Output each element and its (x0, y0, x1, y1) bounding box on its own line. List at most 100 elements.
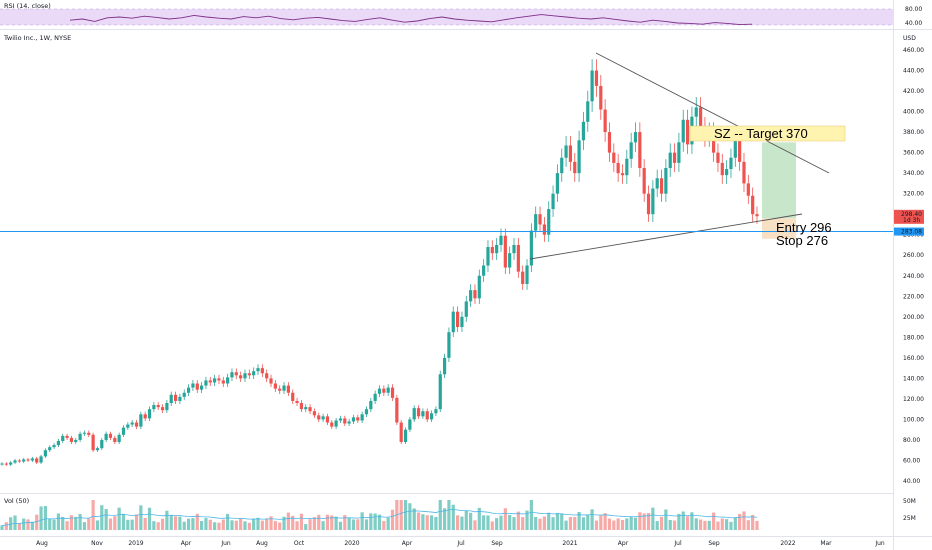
volume-bar (412, 508, 416, 530)
rsi-panel: RSI (14, close) 80.00 40.00 (0, 2, 922, 27)
candle-body (538, 214, 542, 225)
volume-bar (360, 512, 364, 530)
volume-bar (525, 510, 529, 530)
candle-body (672, 152, 677, 163)
candle-body (338, 418, 343, 421)
candle-body (260, 368, 264, 374)
volume-bar (265, 518, 269, 530)
lower-trendline (529, 213, 803, 260)
y-tick-label: 220.00 (903, 293, 924, 300)
volume-bar (213, 522, 217, 530)
volume-bar (620, 520, 625, 530)
candle-body (312, 411, 317, 416)
candle-body (269, 378, 273, 384)
candle-body (160, 407, 165, 411)
volume-label: Vol (50) (4, 497, 29, 505)
volume-bar (286, 512, 290, 530)
volume-bar (30, 521, 34, 530)
candle-body (360, 414, 364, 421)
candle-body (725, 169, 729, 176)
volume-bar (308, 519, 312, 530)
volume-bar (429, 515, 434, 530)
candle-body (612, 152, 616, 163)
volume-bar (703, 520, 707, 530)
y-tick-label: 240.00 (903, 273, 924, 280)
volume-bar (269, 516, 273, 530)
candle-body (265, 373, 269, 379)
candle-body (22, 459, 26, 462)
candle-body (386, 387, 390, 393)
candle-body (438, 374, 442, 410)
volume-bar (560, 513, 564, 530)
x-tick-label: Nov (91, 540, 103, 547)
volume-bar (373, 513, 377, 530)
volume-bar (698, 519, 703, 530)
volume-bar (282, 516, 286, 530)
candle-body (217, 378, 221, 381)
candle-body (74, 439, 78, 443)
candle-body (469, 290, 473, 302)
x-tick-label: Jul (456, 540, 465, 547)
volume-bar (599, 515, 603, 530)
volume-bar (69, 515, 74, 530)
volume-bar (147, 507, 152, 530)
target-label: SZ -- Target 370 (714, 126, 808, 141)
candle-body (364, 409, 369, 415)
volume-bar (295, 521, 299, 530)
volume-bar (39, 506, 43, 530)
volume-bar (386, 517, 390, 530)
volume-bar (100, 505, 104, 530)
volume-bar (733, 517, 737, 530)
candle-body (551, 193, 555, 210)
candle-body (534, 214, 538, 231)
volume-bar (551, 517, 555, 530)
volume-bar (252, 518, 256, 530)
volume-bar (746, 520, 750, 530)
candle-body (182, 392, 186, 397)
volume-bar (442, 508, 447, 530)
volume-bar (126, 519, 130, 530)
volume-bar (217, 522, 221, 530)
candle-body (495, 244, 499, 254)
candle-body (629, 142, 633, 159)
candle-body (178, 396, 182, 401)
volume-bar (421, 514, 425, 530)
volume-bar (612, 520, 616, 530)
x-tick-label: Jun (874, 540, 885, 547)
rsi-band (0, 9, 893, 25)
candle-body (668, 152, 672, 169)
candle-body (425, 411, 429, 420)
volume-bar (547, 512, 551, 530)
stop-zone (762, 218, 796, 239)
volume-bar (456, 515, 460, 530)
volume-bar (330, 515, 334, 530)
volume-bar (469, 512, 473, 530)
volume-bar (364, 519, 369, 530)
candle-body (642, 168, 646, 194)
volume-bar (239, 518, 243, 530)
y-tick-label: 460.00 (903, 47, 924, 54)
candle-body (473, 290, 477, 299)
volume-bar (482, 515, 486, 530)
candle-body (586, 101, 590, 122)
candle-body (321, 416, 325, 420)
volume-bar (677, 513, 681, 530)
volume-bar (43, 506, 47, 530)
stop-label: Stop 276 (776, 233, 828, 248)
volume-bar (464, 511, 468, 530)
x-tick-label: Jul (673, 540, 682, 547)
volume-bar (751, 514, 755, 530)
x-tick-label: 2020 (344, 540, 359, 547)
volume-bar (226, 513, 230, 530)
candle-body (147, 409, 152, 419)
candle-body (299, 403, 303, 410)
candle-body (82, 432, 87, 434)
volume-bar (512, 517, 516, 530)
volume-bar (594, 520, 599, 530)
upper-trendline (595, 52, 830, 174)
candle-body (30, 458, 34, 461)
candle-body (620, 173, 625, 176)
volume-bar (65, 521, 69, 530)
volume-bar (247, 522, 251, 530)
